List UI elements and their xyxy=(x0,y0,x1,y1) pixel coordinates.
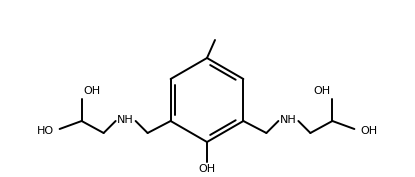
Text: OH: OH xyxy=(360,126,378,136)
Text: OH: OH xyxy=(84,86,101,96)
Text: NH: NH xyxy=(117,115,134,125)
Text: OH: OH xyxy=(198,164,215,174)
Text: NH: NH xyxy=(280,115,297,125)
Text: OH: OH xyxy=(313,86,330,96)
Text: HO: HO xyxy=(37,126,54,136)
